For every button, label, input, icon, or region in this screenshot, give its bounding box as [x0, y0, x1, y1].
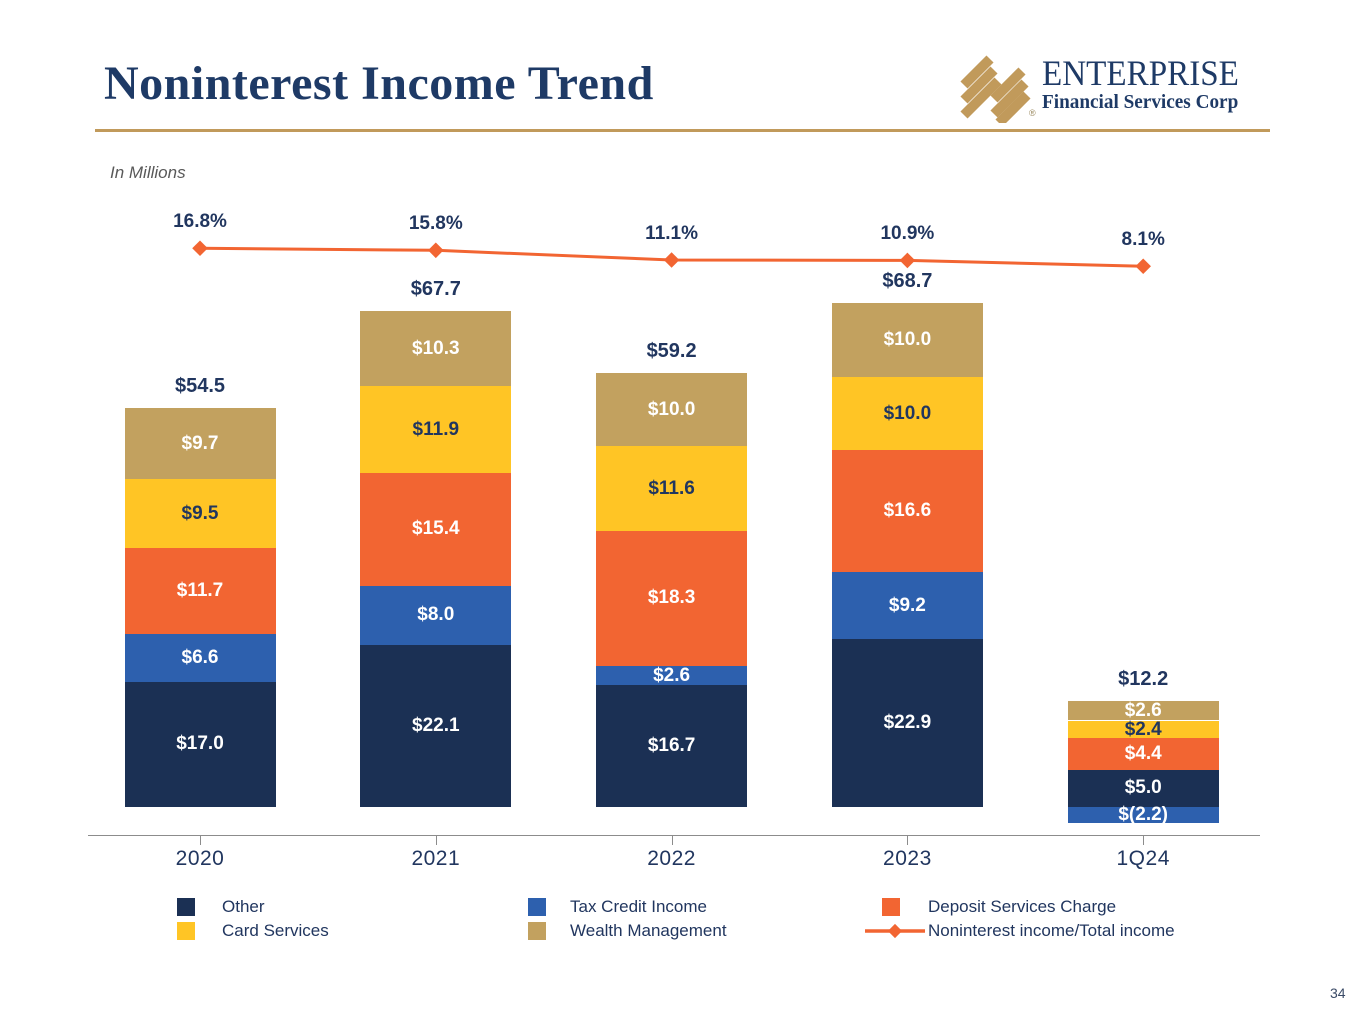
x-axis-label: 2023: [883, 847, 932, 870]
bar-segment: $10.0: [596, 373, 748, 447]
x-axis-line: [88, 835, 1260, 836]
legend-swatch: [528, 922, 546, 940]
legend-swatch: [177, 922, 195, 940]
logo-tagline: Financial Services Corp: [1042, 91, 1239, 113]
page-title: Noninterest Income Trend: [104, 57, 654, 110]
ratio-percent-label: 11.1%: [645, 223, 698, 245]
bar-segment-value: $(2.2): [1118, 804, 1168, 825]
bar-segment: $2.6: [596, 664, 748, 686]
bar-segment-value: $18.3: [647, 587, 696, 609]
bar-segment-value: $22.9: [883, 712, 932, 734]
legend-swatch: [528, 898, 546, 916]
ratio-percent-label: 10.9%: [880, 223, 935, 245]
axis-tick: [671, 835, 673, 845]
bar-segment-value: $16.6: [883, 500, 932, 522]
company-logo: ENTERPRISE Financial Services Corp: [958, 55, 1256, 123]
bar-total-value: $68.7: [882, 270, 933, 293]
bar-segment: $8.0: [360, 586, 512, 645]
legend-label: Tax Credit Income: [570, 897, 707, 916]
bar-segment: $16.7: [596, 684, 748, 807]
bar-total-value: $67.7: [410, 277, 461, 300]
bar-segment-value: $11.9: [412, 419, 460, 441]
x-axis-label: 2020: [175, 847, 225, 870]
legend-label: Deposit Services Charge: [928, 897, 1117, 916]
bar-segment-value: $2.4: [1124, 718, 1162, 740]
bar-segment-value: $6.6: [181, 647, 219, 668]
axis-tick: [907, 835, 909, 845]
registered-trademark-symbol: ®: [1029, 108, 1036, 118]
axis-tick: [1143, 835, 1145, 845]
ratio-percent-label: 16.8%: [173, 211, 227, 233]
bar-segment: $4.4: [1067, 738, 1219, 771]
legend-label: Noninterest income/Total income: [928, 921, 1175, 940]
logo-stripes-icon: [960, 55, 1031, 123]
legend-swatch: [177, 898, 195, 916]
axis-tick: [200, 835, 201, 845]
bar-segment-value: $10.0: [883, 329, 932, 351]
x-axis-label: 2022: [647, 847, 696, 870]
bar-segment-value: $15.4: [412, 518, 460, 540]
bar-segment: $15.4: [360, 473, 512, 587]
bar-segment-value: $11.7: [176, 580, 224, 602]
logo-company-name: ENTERPRISE: [1042, 53, 1239, 93]
bar-segment-value: $2.6: [653, 664, 691, 686]
bar-segment-value: $2.6: [1124, 700, 1162, 722]
ratio-percent-label: 15.8%: [408, 213, 463, 235]
bar-segment: $9.7: [124, 407, 276, 479]
bar-total-value: $54.5: [174, 374, 226, 397]
bar-segment: $18.3: [596, 531, 748, 666]
bar-segment-value: $11.6: [648, 478, 695, 500]
bar-segment-value: $5.0: [1124, 777, 1162, 799]
bar-segment: $5.0: [1067, 770, 1219, 807]
legend-line-marker: [865, 923, 925, 939]
bar-segment-value: $9.2: [888, 594, 926, 616]
bar-segment: $2.6: [1067, 700, 1219, 722]
bar-segment: $9.2: [831, 571, 983, 640]
x-axis-label: 2021: [411, 847, 461, 870]
bar-segment: $9.5: [124, 478, 276, 549]
bar-segment: $10.3: [360, 310, 512, 387]
bar-segment-value: $8.0: [417, 604, 455, 626]
title-underline: [95, 129, 1270, 132]
bar-segment-value: $17.0: [176, 733, 224, 755]
bar-segment-value: $10.3: [412, 337, 460, 359]
bar-segment: $11.9: [360, 386, 512, 474]
bar-segment: $6.6: [124, 634, 276, 683]
bar-segment-value: $22.1: [412, 715, 460, 736]
bar-total-value: $12.2: [1118, 668, 1169, 691]
bar-segment-value: $10.0: [883, 402, 932, 424]
bar-segment: $2.4: [1067, 718, 1219, 740]
legend-label: Wealth Management: [570, 921, 727, 940]
legend-label: Other: [222, 897, 265, 916]
bar-segment: $10.0: [831, 376, 983, 451]
bar-segment-value: $9.5: [181, 502, 219, 524]
bar-segment: $10.0: [831, 303, 983, 377]
bar-segment-value: $10.0: [647, 399, 696, 421]
units-note: In Millions: [110, 163, 186, 182]
bar-segment: $17.0: [124, 682, 276, 807]
axis-tick: [435, 835, 437, 845]
logo-text: ENTERPRISE Financial Services Corp: [1042, 55, 1256, 113]
bar-segment-value: $4.4: [1124, 743, 1162, 765]
bar-segment: $(2.2): [1067, 804, 1219, 825]
bar-segment: $16.6: [831, 450, 983, 572]
bar-segment: $11.7: [124, 548, 276, 634]
legend-label: Card Services: [222, 921, 329, 940]
legend-swatch: [882, 898, 900, 916]
page-number: 34: [1330, 985, 1346, 1001]
bar-segment: $22.1: [360, 645, 512, 807]
x-axis-label: 1Q24: [1116, 847, 1170, 870]
bar-segment: $22.9: [831, 639, 983, 807]
ratio-percent-label: 8.1%: [1121, 229, 1165, 251]
bar-total-value: $59.2: [646, 340, 697, 363]
bar-segment-value: $16.7: [647, 734, 696, 756]
bar-segment: $11.6: [596, 446, 748, 532]
bar-segment-value: $9.7: [181, 432, 219, 454]
